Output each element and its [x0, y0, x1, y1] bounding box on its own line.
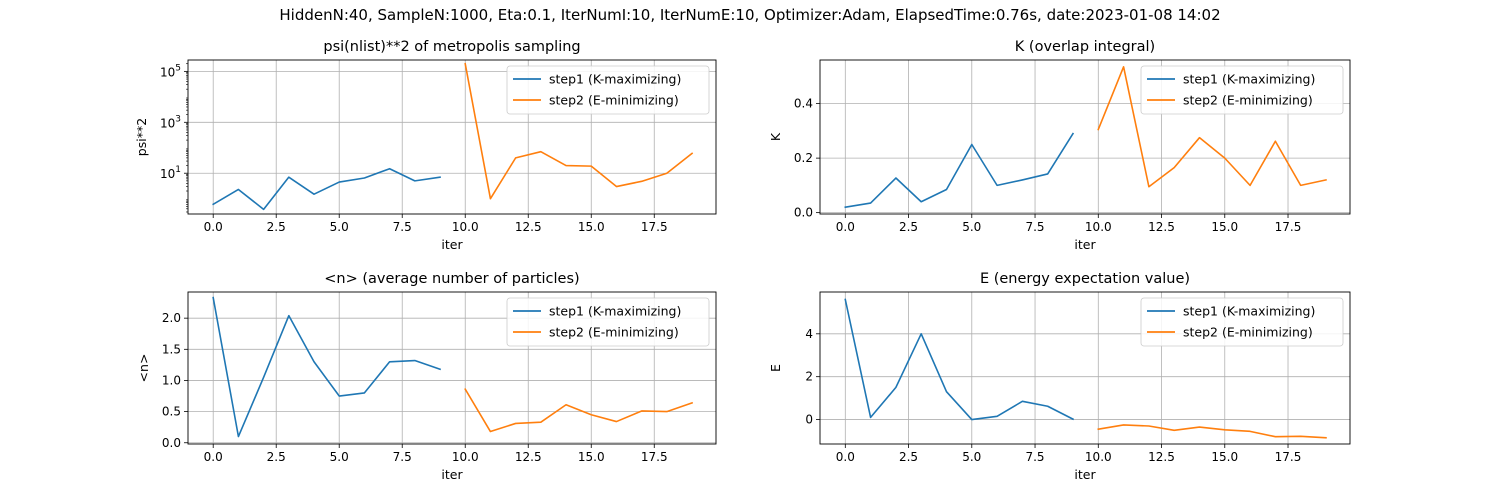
legend: step1 (K-maximizing) step2 (E-minimizing)	[506, 65, 710, 115]
legend-label-step2: step2 (E-minimizing)	[1183, 93, 1313, 108]
y-tick-label: 4	[805, 327, 813, 341]
x-tick-label: 12.5	[515, 220, 542, 234]
legend-label-step2: step2 (E-minimizing)	[549, 325, 679, 340]
axes-frame	[819, 59, 1351, 215]
x-tick-label: 7.5	[393, 220, 412, 234]
x-tick-label: 0.0	[204, 220, 223, 234]
x-tick-label: 17.5	[1275, 220, 1302, 234]
y-axis-label: <n>	[136, 354, 151, 383]
x-tick-label: 15.0	[1211, 450, 1238, 464]
x-tick-label: 15.0	[1211, 220, 1238, 234]
legend-label-step1: step1 (K-maximizing)	[549, 72, 681, 87]
x-tick-label: 2.5	[899, 220, 918, 234]
subplot-4: 0.0 2.5 5.0 7.5 10.0 12.5 15.0 17.5 0 2 4 E (energy…	[768, 271, 1351, 482]
x-tick-label: 17.5	[641, 220, 668, 234]
legend-label-step2: step2 (E-minimizing)	[1183, 325, 1313, 340]
legend-box	[506, 297, 710, 347]
series-line-step1	[212, 296, 442, 438]
x-tick-label: 7.5	[1025, 220, 1044, 234]
x-tick-label: 5.0	[962, 450, 981, 464]
axes-frame	[819, 291, 1351, 445]
x-tick-label: 0.0	[836, 450, 855, 464]
x-tick-label: 0.0	[836, 220, 855, 234]
figure-suptitle: HiddenN:40, SampleN:1000, Eta:0.1, IterN…	[279, 6, 1221, 24]
y-tick-label: 0	[805, 413, 813, 427]
x-tick-label: 0.0	[204, 450, 223, 464]
x-tick-label: 10.0	[452, 220, 479, 234]
legend: step1 (K-maximizing) step2 (E-minimizing)	[1140, 297, 1344, 347]
x-tick-label: 15.0	[578, 220, 605, 234]
series-line-step2	[464, 388, 694, 433]
x-tick-label: 10.0	[1085, 220, 1112, 234]
legend-label-step1: step1 (K-maximizing)	[1183, 304, 1315, 319]
legend-box	[1140, 297, 1344, 347]
y-tick-label: 103	[160, 114, 181, 130]
x-tick-label: 2.5	[899, 450, 918, 464]
y-axis-label: E	[768, 364, 783, 372]
x-tick-label: 10.0	[452, 450, 479, 464]
series-line-step2	[1097, 424, 1327, 439]
x-tick-label: 5.0	[330, 220, 349, 234]
axes-frame	[187, 59, 717, 215]
y-tick-label: 0.5	[162, 405, 181, 419]
y-tick-label: 105	[160, 63, 181, 79]
legend-box	[506, 65, 710, 115]
legend-label-step1: step1 (K-maximizing)	[1183, 72, 1315, 87]
x-tick-label: 2.5	[267, 220, 286, 234]
y-tick-label: 0.0	[794, 206, 813, 220]
legend-box	[1140, 65, 1344, 115]
subplot-title: K (overlap integral)	[1015, 39, 1155, 55]
series-line-step2	[464, 62, 694, 200]
x-tick-label: 15.0	[578, 450, 605, 464]
legend: step1 (K-maximizing) step2 (E-minimizing)	[1140, 65, 1344, 115]
x-tick-label: 7.5	[1025, 450, 1044, 464]
series-line-step1	[844, 298, 1075, 421]
legend-label-step2: step2 (E-minimizing)	[549, 93, 679, 108]
y-tick-label: 2.0	[162, 311, 181, 325]
y-tick-label: 0.4	[794, 97, 813, 111]
y-tick-label: 1.5	[162, 342, 181, 356]
subplot-title: <n> (average number of particles)	[324, 271, 579, 287]
subplot-2: 0.0 2.5 5.0 7.5 10.0 12.5 15.0 17.5 0.0 0.2 0.4 K (…	[768, 39, 1351, 252]
x-tick-label: 12.5	[515, 450, 542, 464]
axes-frame	[187, 291, 717, 445]
y-tick-label: 0.2	[794, 151, 813, 165]
series-line-step1	[844, 132, 1075, 209]
y-tick-label: 101	[160, 165, 181, 181]
x-tick-label: 12.5	[1148, 450, 1175, 464]
subplot-title: psi(nlist)**2 of metropolis sampling	[323, 39, 580, 55]
x-tick-label: 17.5	[1275, 450, 1302, 464]
x-tick-label: 10.0	[1085, 450, 1112, 464]
y-tick-label: 1.0	[162, 373, 181, 387]
x-tick-label: 12.5	[1148, 220, 1175, 234]
y-tick-label: 0.0	[162, 436, 181, 450]
x-tick-label: 17.5	[641, 450, 668, 464]
x-axis-label: iter	[441, 467, 463, 482]
series-line-step1	[212, 167, 441, 211]
x-tick-label: 5.0	[330, 450, 349, 464]
series-line-step2	[1097, 66, 1327, 188]
y-axis-label: K	[768, 132, 783, 141]
y-tick-label: 2	[805, 370, 813, 384]
x-axis-label: iter	[1074, 237, 1096, 252]
legend: step1 (K-maximizing) step2 (E-minimizing)	[506, 297, 710, 347]
subplot-3: 0.0 2.5 5.0 7.5 10.0 12.5 15.0 17.5 0.0 0.5 1.0 1.5…	[136, 271, 717, 482]
x-tick-label: 7.5	[393, 450, 412, 464]
x-tick-label: 2.5	[267, 450, 286, 464]
subplot-1: 0.0 2.5 5.0 7.5 10.0 12.5 15.0 17.5 101 103 105 psi…	[134, 39, 717, 252]
legend-label-step1: step1 (K-maximizing)	[549, 304, 681, 319]
y-axis-label: psi**2	[134, 118, 149, 156]
x-axis-label: iter	[441, 237, 463, 252]
subplot-title: E (energy expectation value)	[980, 271, 1190, 287]
x-tick-label: 5.0	[962, 220, 981, 234]
x-axis-label: iter	[1074, 467, 1096, 482]
